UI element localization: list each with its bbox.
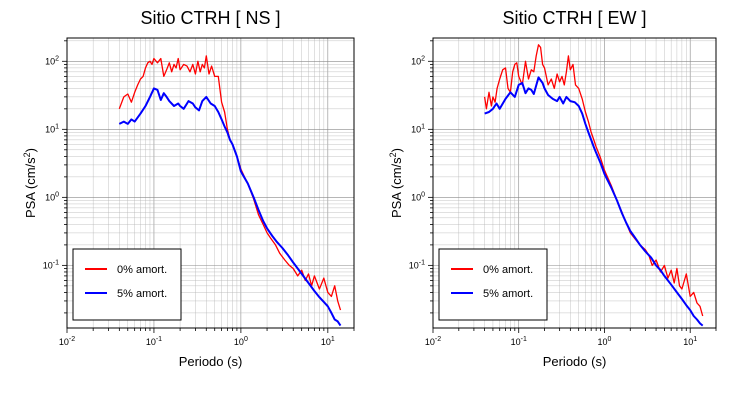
x-tick-label: 101 <box>683 336 697 347</box>
y-axis-label-close: ) <box>23 148 38 152</box>
x-tick-label: 10-2 <box>425 336 441 347</box>
y-tick-label-base: 10 <box>45 192 55 202</box>
series-line-damped <box>118 87 342 327</box>
y-tick-label-exponent: 0 <box>55 191 59 198</box>
legend-label: 0% amort. <box>483 264 533 276</box>
legend: 0% amort. 5% amort. <box>72 248 182 321</box>
y-axis-label-superscript: 2 <box>22 152 32 157</box>
legend-label: 5% amort. <box>117 288 167 300</box>
x-axis-label: Periodo (s) <box>543 354 607 369</box>
y-tick-label: 100 <box>411 191 425 202</box>
x-tick-label-exponent: 1 <box>331 336 335 343</box>
y-tick-label-base: 10 <box>411 56 421 66</box>
y-tick-label-exponent: 1 <box>55 123 59 130</box>
y-tick-label-base: 10 <box>411 192 421 202</box>
y-tick-label: 10-1 <box>43 259 59 270</box>
chart-title: Sitio CTRH [ NS ] <box>140 8 280 28</box>
legend-label: 0% amort. <box>117 264 167 276</box>
x-tick-label-exponent: 0 <box>608 336 612 343</box>
legend-box <box>438 248 548 321</box>
y-tick-label: 101 <box>411 123 425 134</box>
y-tick-label-base: 10 <box>411 124 421 134</box>
x-tick-label-exponent: 1 <box>693 336 697 343</box>
x-tick-label: 10-1 <box>146 336 162 347</box>
x-tick-label-base: 10 <box>511 337 521 347</box>
x-tick-label-exponent: 0 <box>244 336 248 343</box>
x-tick-label-exponent: -1 <box>156 336 162 343</box>
y-tick-label: 100 <box>45 191 59 202</box>
y-tick-label-exponent: 2 <box>421 55 425 62</box>
plot-frame <box>66 37 355 329</box>
y-tick-label: 102 <box>45 55 59 66</box>
y-axis-label-text: PSA (cm/s <box>23 157 38 218</box>
y-tick-label-base: 10 <box>45 124 55 134</box>
x-tick-label-base: 10 <box>321 337 331 347</box>
y-tick-label-base: 10 <box>43 260 53 270</box>
x-tick-label-exponent: -2 <box>69 336 75 343</box>
x-tick-label: 10-2 <box>59 336 75 347</box>
plot-frame <box>432 37 717 329</box>
legend-label: 5% amort. <box>483 288 533 300</box>
x-tick-label-exponent: -1 <box>521 336 527 343</box>
x-tick-label: 100 <box>234 336 248 347</box>
y-axis-label-text: PSA (cm/s <box>389 157 404 218</box>
y-tick-label: 101 <box>45 123 59 134</box>
legend-box <box>72 248 182 321</box>
x-tick-label-base: 10 <box>234 337 244 347</box>
x-tick-label-base: 10 <box>425 337 435 347</box>
x-tick-label: 100 <box>598 336 612 347</box>
x-tick-label-base: 10 <box>59 337 69 347</box>
x-tick-label: 101 <box>321 336 335 347</box>
series-line-damped <box>484 76 704 327</box>
chart-title: Sitio CTRH [ EW ] <box>502 8 646 28</box>
y-tick-label: 102 <box>411 55 425 66</box>
y-axis-label: PSA (cm/s2) <box>388 148 404 218</box>
x-tick-label: 10-1 <box>511 336 527 347</box>
y-tick-label-exponent: 0 <box>421 191 425 198</box>
y-tick-label: 10-1 <box>409 259 425 270</box>
legend: 0% amort. 5% amort. <box>438 248 548 321</box>
y-axis-label: PSA (cm/s2) <box>22 148 38 218</box>
x-tick-label-exponent: -2 <box>435 336 441 343</box>
y-tick-label-exponent: 2 <box>55 55 59 62</box>
x-tick-label-base: 10 <box>598 337 608 347</box>
x-axis-label: Periodo (s) <box>179 354 243 369</box>
y-axis-label-superscript: 2 <box>388 152 398 157</box>
y-axis-label-close: ) <box>389 148 404 152</box>
y-tick-label-exponent: -1 <box>419 259 425 266</box>
x-tick-label-base: 10 <box>146 337 156 347</box>
y-tick-label-exponent: -1 <box>53 259 59 266</box>
series-line-undamped <box>483 44 704 317</box>
x-tick-label-base: 10 <box>683 337 693 347</box>
y-tick-label-base: 10 <box>45 56 55 66</box>
y-tick-label-exponent: 1 <box>421 123 425 130</box>
y-tick-label-base: 10 <box>409 260 419 270</box>
